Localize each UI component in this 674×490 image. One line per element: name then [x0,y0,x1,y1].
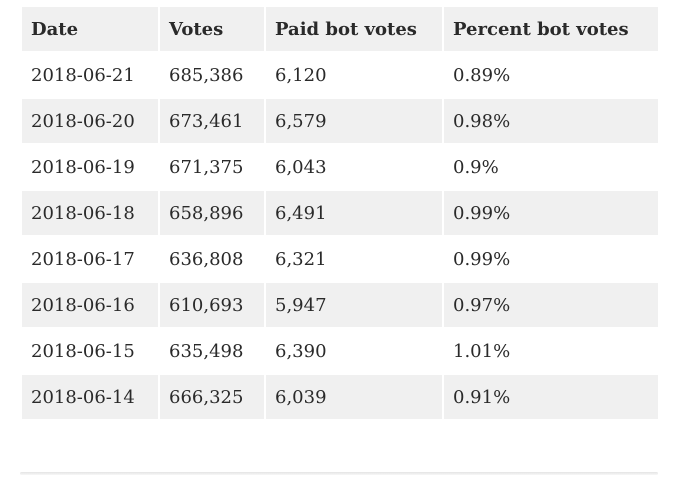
cell-percent-bot-votes: 0.91% [444,375,658,419]
table-header: Date Votes Paid bot votes Percent bot vo… [22,7,658,51]
cell-paid-bot-votes: 6,039 [266,375,442,419]
table-row: 2018-06-16 610,693 5,947 0.97% [22,283,658,327]
cell-paid-bot-votes: 6,579 [266,99,442,143]
cell-date: 2018-06-16 [22,283,158,327]
bot-votes-table: Date Votes Paid bot votes Percent bot vo… [20,5,660,421]
cell-percent-bot-votes: 1.01% [444,329,658,373]
cell-paid-bot-votes: 6,321 [266,237,442,281]
cell-paid-bot-votes: 6,043 [266,145,442,189]
header-row: Date Votes Paid bot votes Percent bot vo… [22,7,658,51]
cell-paid-bot-votes: 5,947 [266,283,442,327]
table-row: 2018-06-21 685,386 6,120 0.89% [22,53,658,97]
cell-paid-bot-votes: 6,491 [266,191,442,235]
cell-date: 2018-06-19 [22,145,158,189]
header-votes: Votes [160,7,264,51]
table-row: 2018-06-19 671,375 6,043 0.9% [22,145,658,189]
cell-percent-bot-votes: 0.98% [444,99,658,143]
cell-date: 2018-06-21 [22,53,158,97]
cell-votes: 673,461 [160,99,264,143]
table-row: 2018-06-17 636,808 6,321 0.99% [22,237,658,281]
cell-percent-bot-votes: 0.99% [444,237,658,281]
cell-votes: 636,808 [160,237,264,281]
cell-paid-bot-votes: 6,120 [266,53,442,97]
cell-percent-bot-votes: 0.89% [444,53,658,97]
cell-date: 2018-06-18 [22,191,158,235]
header-percent-bot-votes: Percent bot votes [444,7,658,51]
table-row: 2018-06-15 635,498 6,390 1.01% [22,329,658,373]
cell-percent-bot-votes: 0.99% [444,191,658,235]
cell-percent-bot-votes: 0.9% [444,145,658,189]
cell-votes: 610,693 [160,283,264,327]
cell-date: 2018-06-15 [22,329,158,373]
cell-votes: 658,896 [160,191,264,235]
card-bottom-edge [20,472,658,475]
table-row: 2018-06-14 666,325 6,039 0.91% [22,375,658,419]
cell-date: 2018-06-20 [22,99,158,143]
cell-percent-bot-votes: 0.97% [444,283,658,327]
header-date: Date [22,7,158,51]
table-row: 2018-06-18 658,896 6,491 0.99% [22,191,658,235]
cell-votes: 685,386 [160,53,264,97]
header-paid-bot-votes: Paid bot votes [266,7,442,51]
cell-votes: 666,325 [160,375,264,419]
cell-date: 2018-06-14 [22,375,158,419]
table-row: 2018-06-20 673,461 6,579 0.98% [22,99,658,143]
cell-paid-bot-votes: 6,390 [266,329,442,373]
table-body: 2018-06-21 685,386 6,120 0.89% 2018-06-2… [22,53,658,419]
cell-votes: 635,498 [160,329,264,373]
cell-date: 2018-06-17 [22,237,158,281]
cell-votes: 671,375 [160,145,264,189]
